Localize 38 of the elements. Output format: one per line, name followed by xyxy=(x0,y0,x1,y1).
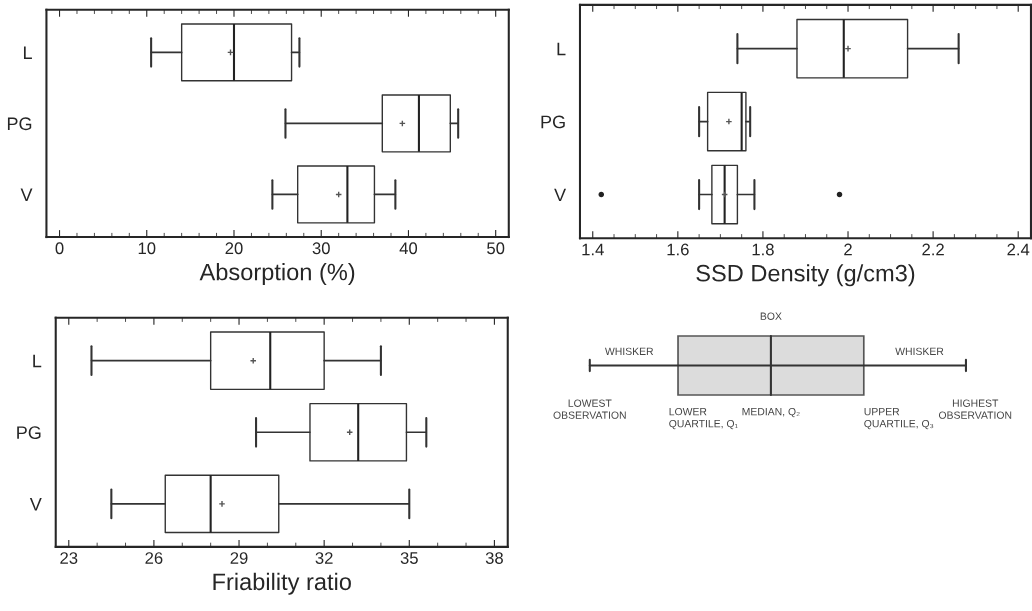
x-tick-label: 2.4 xyxy=(1007,243,1030,256)
x-tick-label: 2 xyxy=(844,243,852,256)
x-tick-label: 0 xyxy=(55,242,64,255)
x-tick-label: 1.6 xyxy=(667,243,689,256)
x-tick-label: 20 xyxy=(225,242,243,255)
x-tick-label: 1.4 xyxy=(582,243,604,256)
y-tick-label: V xyxy=(554,188,567,202)
x-tick-label: 26 xyxy=(145,552,163,564)
x-tick-label: 1.8 xyxy=(752,243,774,256)
y-tick-label: L xyxy=(23,46,32,59)
y-tick-label: L xyxy=(557,42,566,56)
y-tick-label: PG xyxy=(17,426,41,439)
x-tick-label: 50 xyxy=(487,242,505,255)
x-tick-label: 2.2 xyxy=(922,243,944,256)
y-tick-label: PG xyxy=(7,117,32,131)
text: LOWEST OBSERVATION xyxy=(553,399,626,419)
x-tick-label: 35 xyxy=(400,552,418,564)
x-tick-label: 30 xyxy=(312,242,330,255)
text: MEDIAN, Q₂ xyxy=(742,407,800,418)
text: BOX xyxy=(760,312,782,320)
y-tick-label: PG xyxy=(541,115,565,129)
text: WHISKER xyxy=(605,347,654,356)
x-tick-label: 40 xyxy=(399,242,418,255)
text: UPPER QUARTILE, Q₃ xyxy=(864,408,934,430)
x-axis-title: SSD Density (g/cm3) xyxy=(696,264,915,287)
y-tick-label: V xyxy=(29,498,42,511)
x-tick-label: 32 xyxy=(315,552,333,564)
x-axis-title: Absorption (%) xyxy=(199,263,355,286)
x-tick-label: 10 xyxy=(138,242,156,255)
x-tick-label: 38 xyxy=(485,552,503,564)
text: WHISKER xyxy=(895,347,944,356)
x-tick-label: 23 xyxy=(60,552,78,564)
y-tick-label: L xyxy=(33,354,42,368)
y-tick-label: V xyxy=(20,188,33,201)
text: LOWER QUARTILE, Q₁ xyxy=(669,407,738,430)
text: HIGHEST OBSERVATION xyxy=(938,399,1012,419)
x-tick-label: 29 xyxy=(230,552,248,564)
x-axis-title: Friability ratio xyxy=(213,572,351,595)
